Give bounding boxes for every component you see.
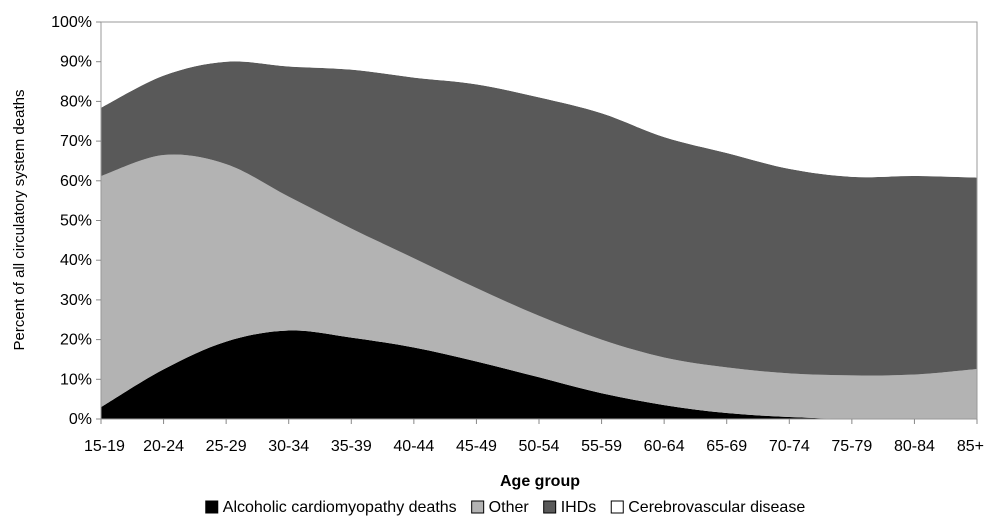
legend-swatch	[205, 500, 219, 514]
x-tick-label: 85+	[957, 438, 984, 455]
area-layers	[101, 22, 977, 420]
y-tick-label: 70%	[60, 133, 92, 150]
area-ihds	[101, 61, 977, 376]
x-tick-label: 75-79	[831, 438, 872, 455]
x-tick-label: 30-34	[268, 438, 309, 455]
legend-label: Alcoholic cardiomyopathy deaths	[223, 499, 457, 516]
x-tick-label: 50-54	[519, 438, 560, 455]
legend-item: IHDs	[543, 499, 597, 516]
area-alcoholic-cardiomyopathy-deaths	[101, 330, 977, 420]
legend-item: Alcoholic cardiomyopathy deaths	[205, 499, 457, 516]
x-tick-label: 15-19	[84, 438, 125, 455]
legend-label: Cerebrovascular disease	[628, 499, 805, 516]
x-axis-title: Age group	[500, 473, 580, 490]
area-cerebrovascular-disease	[101, 22, 977, 178]
y-axis-title: Percent of all circulatory system deaths	[11, 90, 28, 351]
x-tick-label: 45-49	[456, 438, 497, 455]
area-other	[101, 154, 977, 420]
y-tick-label: 30%	[60, 292, 92, 309]
legend-item: Other	[471, 499, 530, 516]
x-tick-label: 60-64	[644, 438, 685, 455]
x-tick-label: 55-59	[581, 438, 622, 455]
x-axis: 15-19 20-24 25-29 30-34 35-39 40-44 45-49 50-54…	[84, 419, 984, 455]
legend-swatch	[471, 500, 485, 514]
legend-label: Other	[489, 499, 530, 516]
y-tick-label: 60%	[60, 173, 92, 190]
y-tick-label: 10%	[60, 371, 92, 388]
x-tick-label: 40-44	[393, 438, 434, 455]
x-tick-label: 80-84	[894, 438, 935, 455]
legend-label: IHDs	[561, 499, 597, 516]
legend-item: Cerebrovascular disease	[610, 499, 805, 516]
y-tick-label: 20%	[60, 332, 92, 349]
legend: Alcoholic cardiomyopathy deaths Other IHDs…	[205, 499, 805, 516]
y-tick-label: 80%	[60, 93, 92, 110]
legend-swatch	[610, 500, 624, 514]
x-tick-label: 35-39	[331, 438, 372, 455]
legend-swatch	[543, 500, 557, 514]
y-axis: 0% 10% 20% 30% 40% 50% 60% 70% 80% 90% 100%	[51, 14, 101, 428]
x-tick-label: 70-74	[769, 438, 810, 455]
x-tick-label: 25-29	[206, 438, 247, 455]
y-tick-label: 90%	[60, 54, 92, 71]
y-tick-label: 100%	[51, 14, 92, 31]
y-tick-label: 50%	[60, 213, 92, 230]
x-tick-label: 20-24	[143, 438, 184, 455]
x-tick-label: 65-69	[706, 438, 747, 455]
y-tick-label: 40%	[60, 252, 92, 269]
y-tick-label: 0%	[69, 411, 92, 428]
